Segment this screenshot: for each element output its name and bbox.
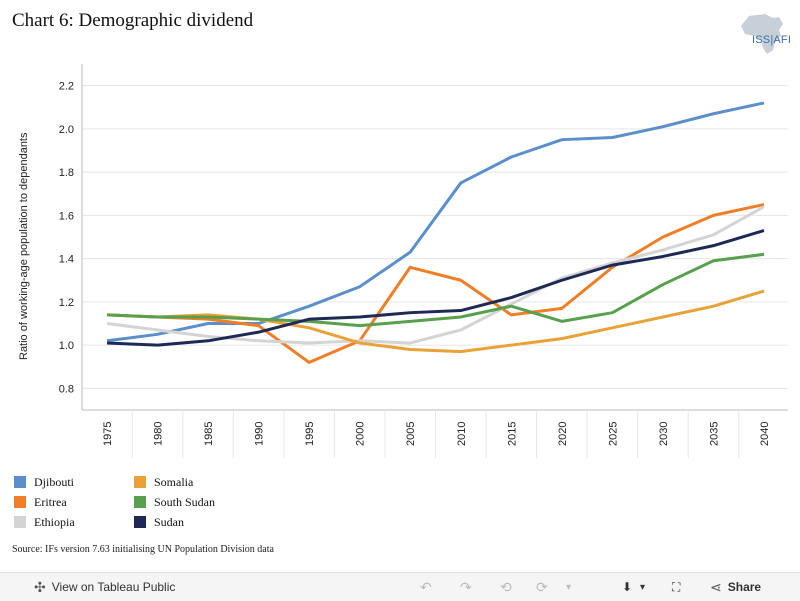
y-tick-label: 1.2 xyxy=(59,297,74,309)
tableau-logo-icon: ✣ xyxy=(34,578,46,595)
series-line-eritrea xyxy=(106,203,765,364)
legend-swatch xyxy=(14,496,26,508)
source-note: Source: IFs version 7.63 initialising UN… xyxy=(12,544,274,555)
legend-item-somalia[interactable]: Somalia xyxy=(134,473,193,491)
series-line-ethiopia xyxy=(106,205,765,345)
series-line-south-sudan xyxy=(106,252,765,328)
y-tick-label: 1.4 xyxy=(59,254,74,266)
x-tick-label: 2035 xyxy=(708,422,720,446)
x-tick-label: 2000 xyxy=(355,422,367,446)
legend-item-ethiopia[interactable]: Ethiopia xyxy=(14,513,75,531)
x-tick-label: 2020 xyxy=(557,422,569,446)
series-lines xyxy=(106,101,765,364)
y-tick-label: 1.0 xyxy=(59,340,74,352)
series-line-djibouti xyxy=(106,101,765,343)
refresh-icon[interactable]: ⟳ xyxy=(536,578,548,595)
legend-item-djibouti[interactable]: Djibouti xyxy=(14,473,74,491)
y-tick-label: 2.0 xyxy=(59,124,74,136)
x-tick-label: 2005 xyxy=(405,422,417,446)
fullscreen-icon[interactable]: ⛶ xyxy=(672,579,681,594)
revert-icon[interactable]: ⟲ xyxy=(500,578,512,595)
undo-icon[interactable]: ↶ xyxy=(420,578,432,595)
x-tick-labels: 1975 1980 1985 1990 1995 2000 2005 2010 2015 2020… xyxy=(102,410,771,458)
x-tick-label: 1975 xyxy=(102,422,114,446)
legend-label: South Sudan xyxy=(154,494,216,509)
tableau-toolbar: ✣ View on Tableau Public ↶ ↷ ⟲ ⟳ ▾ ⬇ ▾ ⛶… xyxy=(0,572,800,601)
share-button[interactable]: ⋖ Share xyxy=(710,578,761,596)
x-tick-label: 1980 xyxy=(153,422,165,446)
legend: Djibouti Eritrea Ethiopia Somalia South … xyxy=(14,468,314,531)
x-tick-label: 1995 xyxy=(304,422,316,446)
logo-text: ISS|AFI xyxy=(752,34,792,46)
view-on-tableau-label: View on Tableau Public xyxy=(51,580,176,594)
y-tick-label: 0.8 xyxy=(59,383,74,395)
y-tick-label: 2.2 xyxy=(59,81,74,93)
x-tick-label: 2030 xyxy=(658,422,670,446)
legend-swatch xyxy=(134,496,146,508)
legend-swatch xyxy=(134,516,146,528)
legend-item-sudan[interactable]: Sudan xyxy=(134,513,184,531)
x-tick-label: 1990 xyxy=(254,422,266,446)
legend-label: Somalia xyxy=(154,474,194,489)
x-tick-label: 2010 xyxy=(456,422,468,446)
y-tick-label: 1.8 xyxy=(59,167,74,179)
y-tick-labels: 2.2 2.0 1.8 1.6 1.4 1.2 1.0 0.8 xyxy=(59,81,74,396)
x-tick-label: 2040 xyxy=(759,422,771,446)
view-on-tableau-button[interactable]: ✣ View on Tableau Public xyxy=(34,578,175,596)
y-tick-label: 1.6 xyxy=(59,210,74,222)
legend-label: Ethiopia xyxy=(34,514,75,529)
legend-label: Sudan xyxy=(154,514,184,529)
legend-swatch xyxy=(14,516,26,528)
grid-lines xyxy=(81,64,788,411)
africa-logo-icon xyxy=(741,14,783,54)
x-tick-label: 1985 xyxy=(203,422,215,446)
download-dropdown-icon[interactable]: ▾ xyxy=(640,581,646,593)
legend-swatch xyxy=(14,476,26,488)
share-icon: ⋖ xyxy=(710,578,722,595)
share-label: Share xyxy=(727,580,762,594)
redo-icon[interactable]: ↷ xyxy=(460,578,472,595)
series-line-somalia xyxy=(106,289,765,354)
y-axis-label: Ratio of working-age population to depen… xyxy=(18,132,30,361)
chart-title: Chart 6: Demographic dividend xyxy=(12,10,254,31)
legend-swatch xyxy=(134,476,146,488)
legend-item-south-sudan[interactable]: South Sudan xyxy=(134,493,215,511)
series-line-sudan xyxy=(106,229,765,347)
x-tick-label: 2025 xyxy=(607,422,619,446)
legend-label: Djibouti xyxy=(34,474,75,489)
line-chart: 2.2 2.0 1.8 1.6 1.4 1.2 1.0 0.8 1975 1980 1985 199… xyxy=(59,64,788,458)
legend-item-eritrea[interactable]: Eritrea xyxy=(14,493,67,511)
download-icon[interactable]: ⬇ xyxy=(622,580,633,594)
legend-label: Eritrea xyxy=(34,494,67,509)
refresh-dropdown-icon[interactable]: ▾ xyxy=(566,581,572,593)
x-tick-label: 2015 xyxy=(506,422,518,446)
